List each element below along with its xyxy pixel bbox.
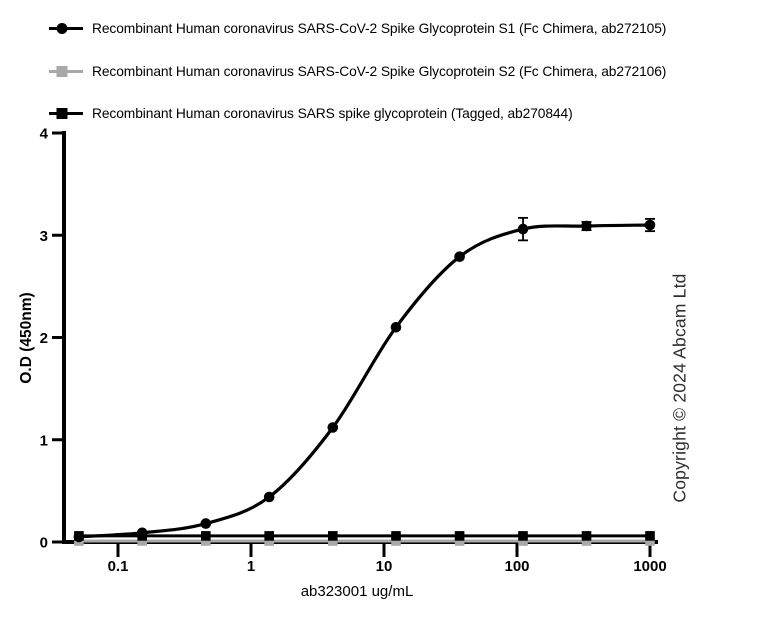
y-tick-label: 1	[40, 432, 48, 449]
data-point-circle	[263, 491, 275, 503]
data-point-square	[137, 536, 147, 546]
y-tick-label: 3	[40, 228, 48, 245]
y-tick-label: 0	[40, 535, 48, 552]
data-point-square	[454, 536, 465, 546]
data-point-square	[391, 531, 401, 541]
data-point-circle	[73, 531, 85, 543]
data-point-circle	[517, 223, 529, 235]
data-point-circle	[327, 422, 339, 433]
data-point-square	[581, 531, 592, 541]
chart-legend: Recombinant Human coronavirus SARS-CoV-2…	[48, 18, 666, 146]
data-point-square	[391, 536, 401, 546]
data-point-square	[518, 531, 528, 541]
x-tick-label: 1	[247, 558, 255, 575]
data-point-square	[645, 536, 655, 546]
legend-item-s2: Recombinant Human coronavirus SARS-CoV-2…	[48, 61, 666, 82]
x-tick-label: 1000	[633, 558, 666, 575]
data-point-square	[201, 536, 211, 546]
legend-marker-circle-icon	[49, 23, 83, 34]
legend-label: Recombinant Human coronavirus SARS spike…	[92, 106, 573, 121]
data-point-square	[454, 531, 465, 541]
data-point-circle	[581, 220, 592, 232]
legend-label: Recombinant Human coronavirus SARS-CoV-2…	[92, 63, 667, 79]
y-tick-label: 2	[40, 330, 48, 347]
legend-marker-square-icon	[49, 65, 83, 77]
data-point-square	[581, 536, 592, 546]
data-point-square	[518, 536, 528, 546]
data-point-circle	[454, 251, 465, 262]
data-point-circle	[136, 527, 148, 539]
data-point-square	[264, 531, 274, 541]
x-tick-label: 100	[504, 558, 529, 575]
x-tick-label: 0.1	[108, 558, 129, 575]
y-axis-title: O.D (450nm)	[18, 292, 35, 383]
series-line	[78, 223, 651, 539]
x-tick-label: 10	[376, 558, 393, 575]
data-point-square	[201, 531, 211, 541]
legend-item-sars: Recombinant Human coronavirus SARS spike…	[48, 103, 666, 124]
copyright-watermark: Copyright © 2024 Abcam Ltd	[669, 273, 690, 503]
x-axis-title: ab323001 ug/mL	[301, 583, 414, 600]
legend-item-s1: Recombinant Human coronavirus SARS-CoV-2…	[48, 18, 666, 39]
legend-label: Recombinant Human coronavirus SARS-CoV-2…	[92, 21, 667, 36]
y-tick-label: 4	[40, 126, 49, 143]
legend-marker-square-icon	[49, 108, 83, 119]
data-point-square	[328, 531, 338, 541]
data-point-circle	[644, 219, 656, 231]
data-point-square	[645, 531, 655, 541]
data-point-circle	[200, 518, 212, 529]
data-point-circle	[390, 322, 402, 333]
data-point-square	[328, 536, 338, 546]
data-point-square	[264, 536, 274, 546]
